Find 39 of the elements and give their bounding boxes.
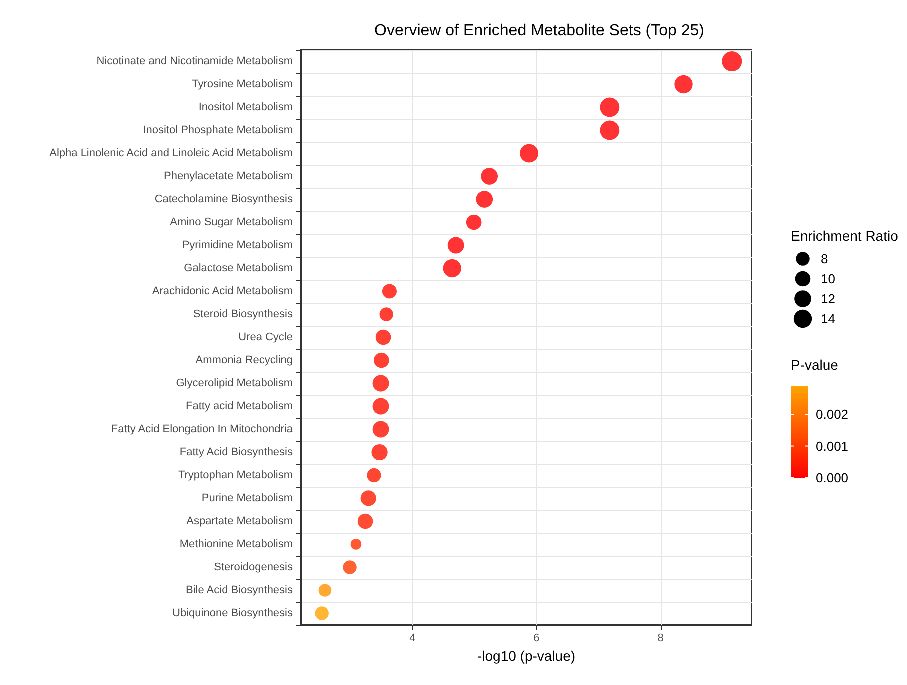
color-bar-title: P-value <box>791 357 839 373</box>
y-tick-label: Ammonia Recycling <box>196 354 293 366</box>
y-tick-label: Tyrosine Metabolism <box>192 78 293 90</box>
y-tick-label: Steroidogenesis <box>214 562 294 574</box>
y-tick-label: Aspartate Metabolism <box>186 516 293 528</box>
y-tick-label: Phenylacetate Metabolism <box>164 170 293 182</box>
y-tick-label: Glycerolipid Metabolism <box>176 378 293 390</box>
x-tick-label: 8 <box>658 632 664 644</box>
y-tick-label: Fatty acid Metabolism <box>186 400 293 412</box>
legend-label: 10 <box>821 272 836 286</box>
y-tick-label: Ubiquinone Biosynthesis <box>172 608 294 620</box>
y-tick-label: Pyrimidine Metabolism <box>182 240 293 252</box>
x-tick-label: 4 <box>410 632 416 644</box>
color-bar-label: 0.002 <box>816 407 849 422</box>
y-tick-label: Amino Sugar Metabolism <box>170 216 293 228</box>
legend-label: 12 <box>821 292 836 306</box>
x-tick-label: 6 <box>534 632 540 644</box>
y-tick-label: Urea Cycle <box>238 332 293 344</box>
chart-title: Overview of Enriched Metabolite Sets (Top 25) <box>374 22 704 40</box>
y-tick-label: Nicotinate and Nicotinamide Metabolism <box>96 56 293 68</box>
y-tick-label: Inositol Metabolism <box>198 102 293 114</box>
x-axis-title: -log10 (p-value) <box>477 648 576 664</box>
y-tick-label: Methionine Metabolism <box>180 538 293 550</box>
y-tick-label: Fatty Acid Biosynthesis <box>180 446 294 458</box>
y-tick-label: Fatty Acid Elongation In Mitochondria <box>111 424 294 436</box>
y-tick-label: Bile Acid Biosynthesis <box>186 584 294 596</box>
y-tick-label: Purine Metabolism <box>202 492 293 504</box>
legend-label: 8 <box>821 252 828 266</box>
y-tick-label: Arachidonic Acid Metabolism <box>152 286 293 298</box>
legend-label: 14 <box>821 312 836 326</box>
legend-title: Enrichment Ratio <box>791 228 899 244</box>
y-tick-label: Catecholamine Biosynthesis <box>154 194 294 206</box>
color-bar-label: 0.000 <box>816 470 849 486</box>
y-tick-label: Galactose Metabolism <box>184 262 293 274</box>
y-tick-label: Tryptophan Metabolism <box>178 470 293 482</box>
y-tick-label: Inositol Phosphate Metabolism <box>143 124 293 136</box>
y-tick-label: Alpha Linolenic Acid and Linoleic Acid Metabolism <box>50 148 293 160</box>
color-bar-label: 0.001 <box>816 438 849 454</box>
y-tick-label: Steroid Biosynthesis <box>193 308 294 320</box>
